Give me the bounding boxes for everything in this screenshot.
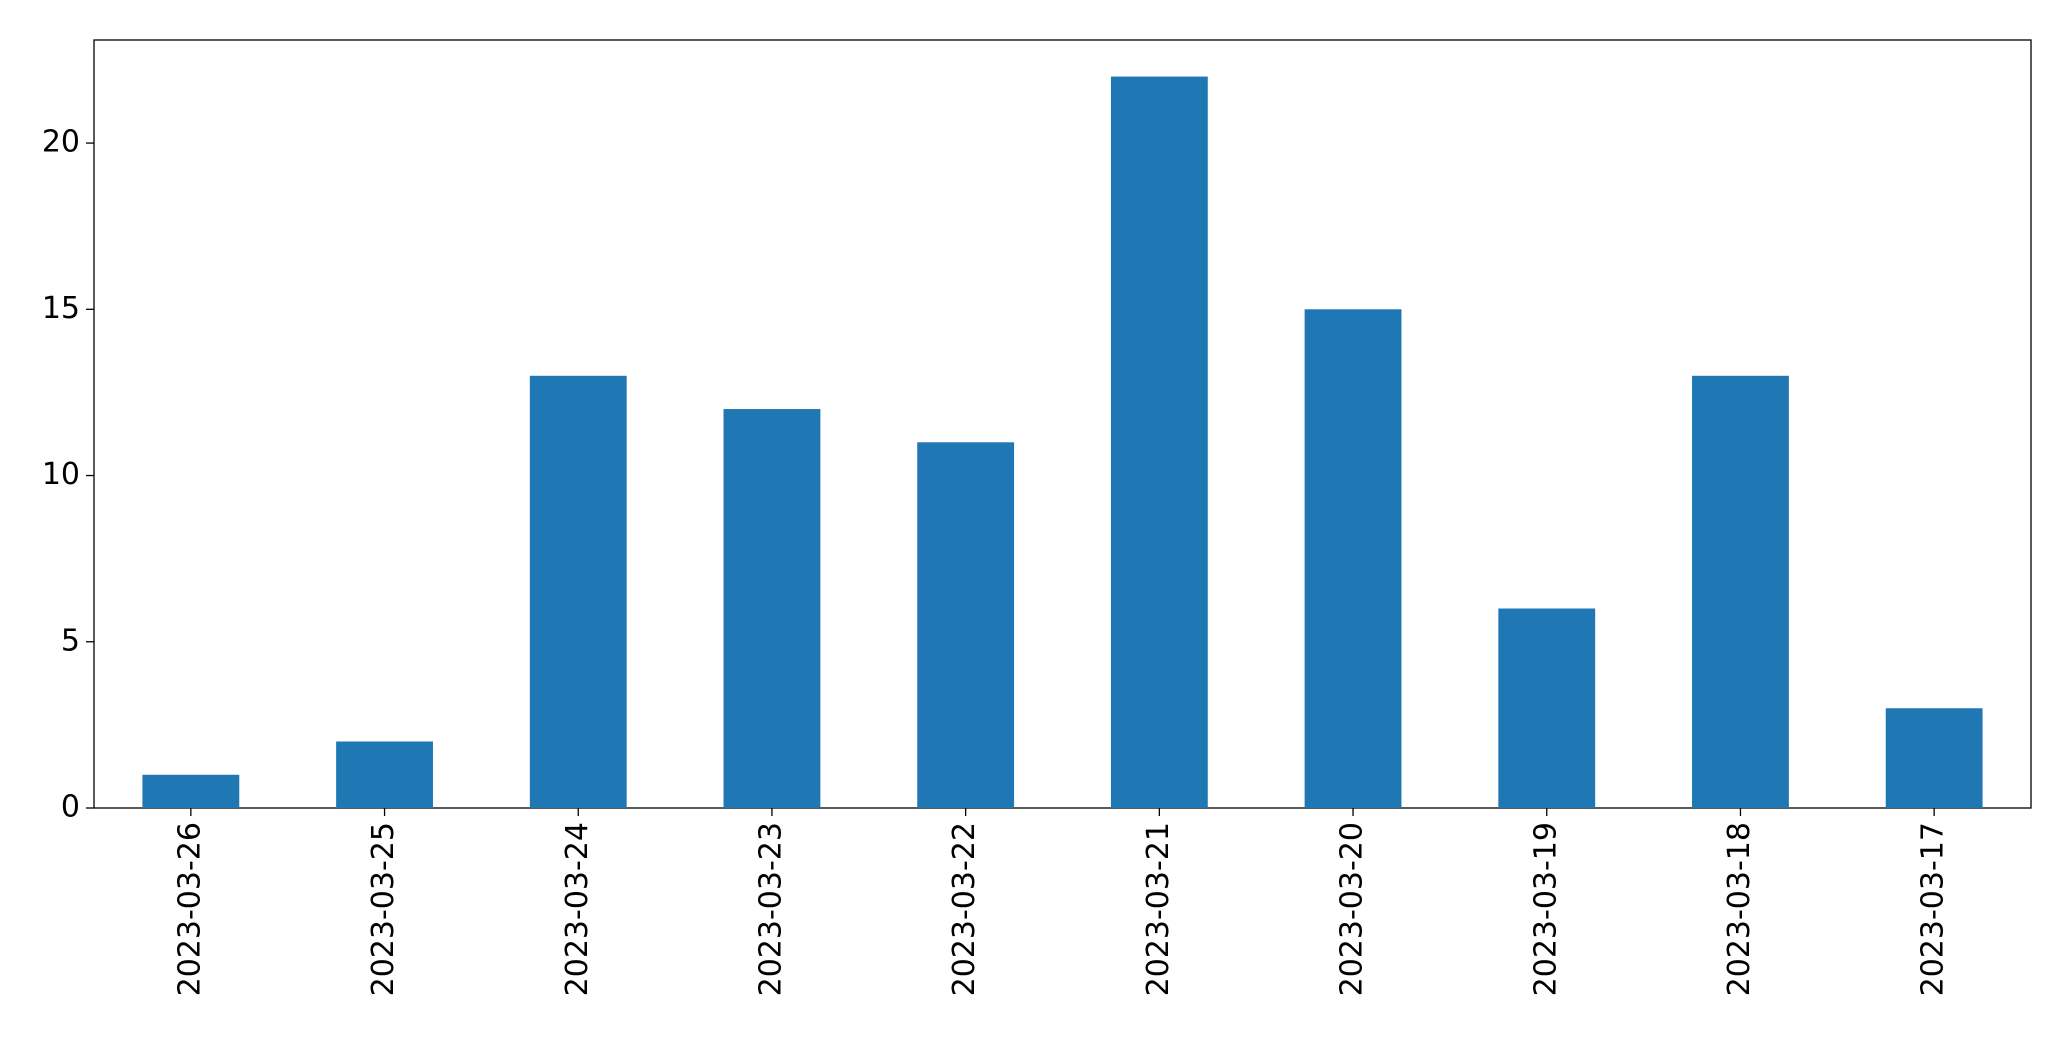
x-tick-label: 2023-03-18 [1722,822,1757,996]
y-tick-label: 5 [61,623,80,658]
y-tick-label: 20 [42,125,80,160]
x-tick-label: 2023-03-23 [753,822,788,996]
bar [1885,708,1983,808]
y-tick-label: 0 [61,790,80,825]
x-tick-label: 2023-03-19 [1528,822,1563,996]
bar [529,375,627,808]
bar [336,741,433,808]
bar [1304,309,1402,808]
bar [1498,608,1596,808]
x-tick-label: 2023-03-26 [172,822,207,996]
x-tick-label: 2023-03-25 [366,822,401,996]
y-tick-label: 10 [42,457,80,492]
plot-frame [93,39,2032,809]
bar [142,774,240,808]
bar [917,442,1015,808]
x-tick-label: 2023-03-22 [947,822,982,996]
x-tick-label: 2023-03-17 [1916,822,1951,996]
y-tick-label: 15 [42,291,80,326]
bar [723,409,821,808]
x-tick-label: 2023-03-20 [1335,822,1370,996]
bar [1692,375,1789,808]
x-tick-label: 2023-03-21 [1141,822,1176,996]
x-tick-label: 2023-03-24 [560,822,595,996]
bar [1110,76,1208,809]
